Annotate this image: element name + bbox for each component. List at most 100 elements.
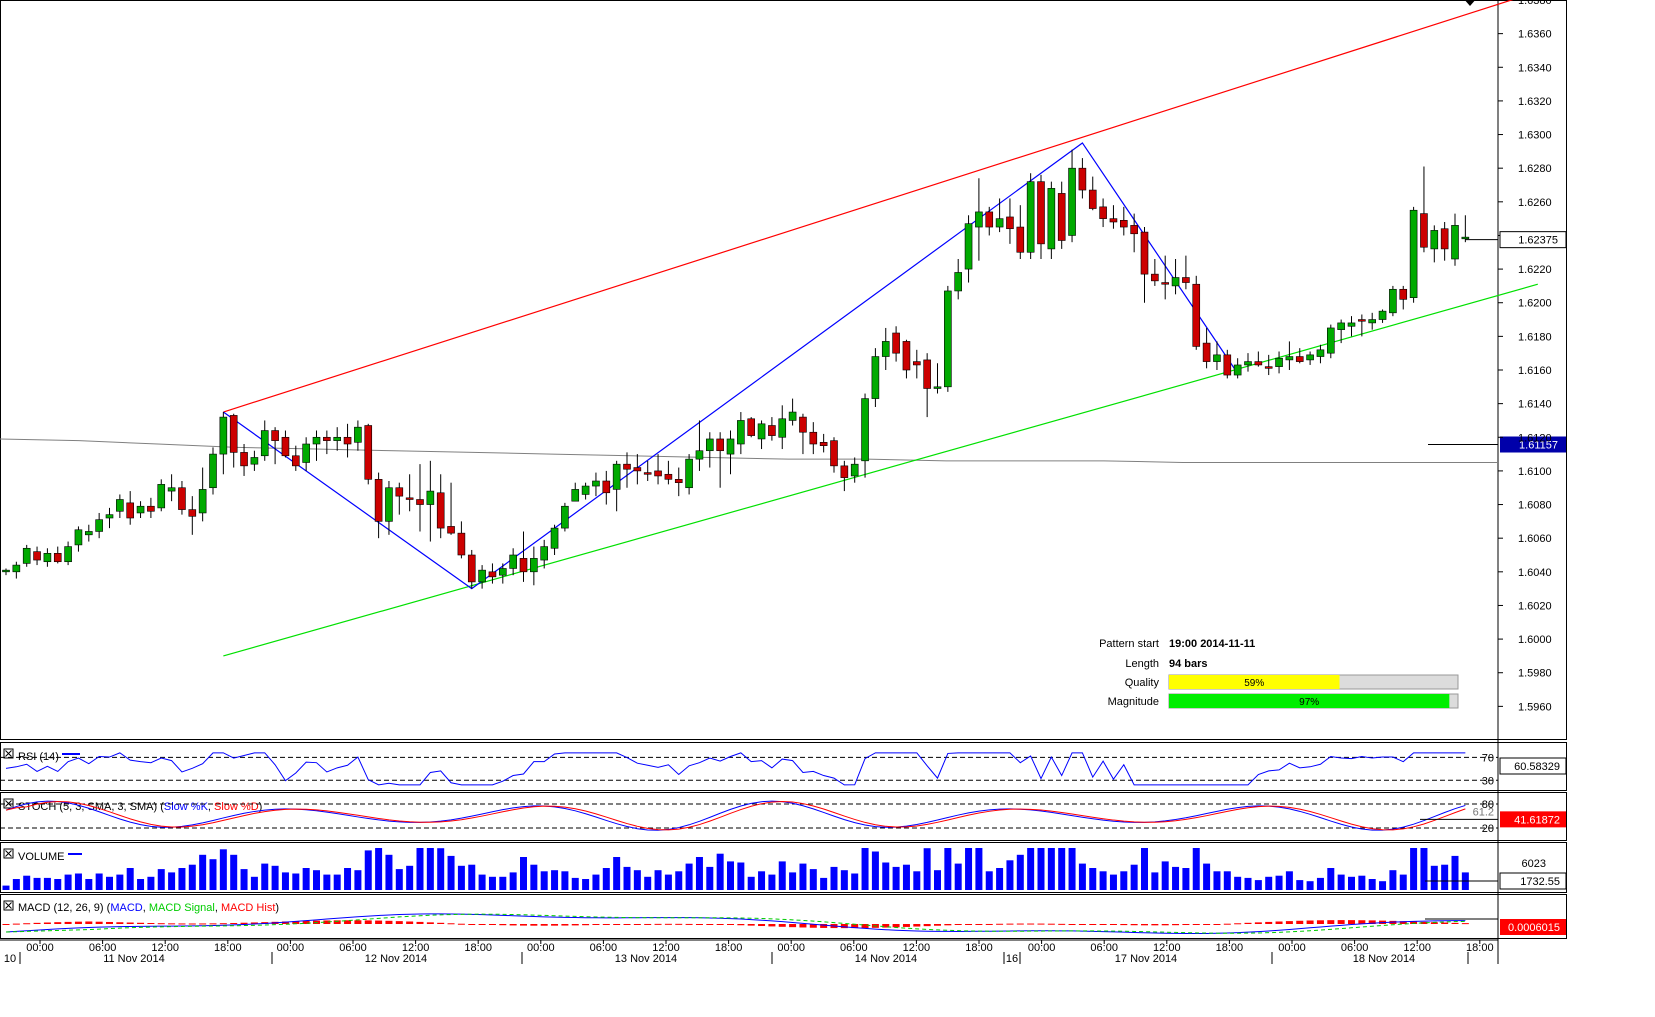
macd-hist-bar	[1430, 922, 1438, 924]
macd-hist-bar	[54, 922, 62, 924]
macd-hist-bar	[385, 920, 393, 924]
volume-bar	[1120, 871, 1128, 890]
volume-bar	[706, 866, 714, 890]
macd-hist-bar	[416, 921, 424, 924]
volume-bar	[488, 876, 496, 890]
macd-hist-bar	[157, 923, 165, 925]
volume-bar	[1151, 872, 1159, 890]
macd-hist-bar	[126, 922, 134, 924]
candle-body	[1409, 209, 1418, 298]
candle-body	[136, 505, 145, 514]
volume-bar	[292, 873, 300, 890]
candle-body	[788, 411, 797, 421]
pattern-row-value: 19:00 2014-11-11	[1169, 638, 1255, 650]
candle-body	[447, 526, 455, 534]
price-tick-label: 1.6200	[1518, 298, 1552, 310]
macd-hist-bar	[1420, 921, 1428, 924]
candle-body	[850, 463, 859, 477]
candle-body	[540, 546, 549, 561]
volume-bar	[43, 877, 51, 890]
time-tick-label: 00:00	[527, 942, 555, 954]
macd-hist-bar	[633, 924, 641, 925]
time-tick-label: 18:00	[1466, 942, 1494, 954]
time-tick-label: 06:00	[840, 942, 868, 954]
date-label: 12 Nov 2014	[365, 953, 427, 964]
volume-bar	[1337, 874, 1345, 890]
volume-bar	[271, 865, 279, 890]
macd-hist-bar	[468, 924, 476, 925]
macd-hist-bar	[43, 922, 51, 924]
trendlines	[223, 0, 1538, 657]
candle-body	[1285, 356, 1294, 361]
candle-body	[1120, 220, 1128, 228]
volume-close-x-icon[interactable]	[5, 850, 12, 857]
macd-close-x-icon[interactable]	[5, 902, 12, 909]
volume-bar	[851, 873, 859, 890]
candle-body	[260, 430, 269, 457]
volume-bar	[747, 876, 755, 890]
macd-hist-bar	[1306, 920, 1314, 924]
stoch-level-80-label: 80	[1482, 799, 1494, 811]
candle-body	[944, 290, 952, 388]
volume-bar	[54, 879, 62, 890]
candle-body	[830, 440, 838, 467]
macd-hist-bar	[851, 924, 859, 929]
volume-bar	[768, 874, 776, 890]
macd-hist-bar	[602, 924, 610, 925]
volume-bar	[1213, 871, 1221, 890]
date-label: 17 Nov 2014	[1115, 953, 1177, 964]
candle-body	[240, 452, 248, 467]
macd-hist-bar	[64, 921, 72, 924]
candle-body	[1140, 231, 1149, 275]
chart-canvas: 1.61157 1.63801.63601.63401.63201.63001.…	[0, 0, 1567, 965]
macd-hist-bar	[758, 924, 766, 927]
candle-body	[126, 502, 134, 519]
stoch-d-line	[5, 801, 1466, 831]
macd-hist-bar	[1192, 924, 1200, 925]
candle-body	[1057, 193, 1066, 241]
candle-body	[281, 436, 290, 457]
candle-body	[12, 564, 21, 573]
candle-body	[705, 438, 714, 452]
macd-hist-bar	[1109, 924, 1117, 925]
volume-bar	[1058, 848, 1066, 890]
moving-average: 1.61157	[0, 436, 1566, 463]
macd-hist-bar	[437, 922, 445, 924]
volume-panel: VOLUME 6023 1732.55	[0, 842, 1567, 893]
volume-bar	[1410, 848, 1418, 890]
volume-bar	[985, 871, 993, 890]
volume-bar	[2, 885, 10, 890]
volume-bar	[240, 869, 248, 890]
candle-body	[1202, 342, 1211, 362]
macd-hist-bar	[478, 924, 486, 925]
stoch-panel: STOCH (5, 3, SMA, 3, SMA) (Slow %K, Slow…	[0, 792, 1567, 841]
rsi-close-x-icon[interactable]	[5, 750, 12, 757]
volume-bar	[913, 871, 921, 890]
candle-body	[768, 425, 776, 436]
time-tick-label: 18:00	[1216, 942, 1244, 954]
candle-body	[1016, 226, 1025, 253]
volume-bar	[437, 848, 445, 890]
volume-bar	[354, 870, 362, 890]
candle-body	[1006, 216, 1014, 230]
macd-hist-bar	[137, 922, 145, 924]
candle-body	[964, 223, 973, 270]
volume-bar	[364, 850, 372, 890]
volume-bar	[333, 874, 341, 890]
candle-body	[726, 438, 735, 455]
candle-body	[467, 554, 476, 583]
macd-signal-line	[5, 913, 1466, 934]
volume-bar	[1379, 881, 1387, 890]
macd-hist-bar	[551, 924, 559, 926]
volume-bar	[261, 863, 269, 890]
macd-hist-bar	[1151, 924, 1159, 926]
time-tick-label: 00:00	[26, 942, 54, 954]
candle-body	[561, 505, 569, 529]
candle-body	[530, 558, 538, 573]
volume-bar	[116, 874, 124, 890]
candle-body	[1171, 277, 1180, 287]
macd-hist-bar	[1016, 923, 1024, 925]
volume-bar	[664, 874, 672, 890]
macd-hist-bar	[809, 924, 817, 928]
volume-bar	[281, 872, 289, 890]
